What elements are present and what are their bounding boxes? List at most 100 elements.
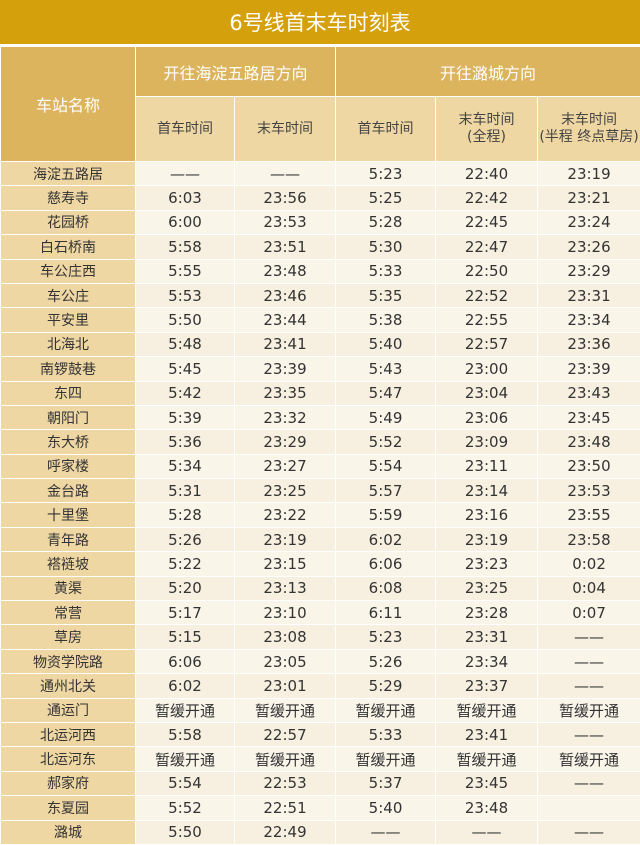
time-cell: 23:34 bbox=[538, 308, 640, 332]
time-cell: 23:39 bbox=[235, 357, 336, 381]
time-cell: 暂缓开通 bbox=[336, 698, 436, 722]
time-cell: 5:40 bbox=[336, 332, 436, 356]
station-name: 常营 bbox=[1, 601, 136, 625]
time-cell: 5:30 bbox=[336, 235, 436, 259]
time-cell: 5:25 bbox=[336, 186, 436, 210]
time-cell: 23:13 bbox=[235, 576, 336, 600]
time-cell: 23:45 bbox=[436, 771, 538, 795]
group-header-west: 开往海淀五路居方向 bbox=[136, 47, 336, 97]
time-cell: —— bbox=[538, 820, 640, 844]
time-cell: 22:57 bbox=[436, 332, 538, 356]
time-cell: 23:39 bbox=[538, 357, 640, 381]
station-name: 东四 bbox=[1, 381, 136, 405]
time-cell: —— bbox=[538, 771, 640, 795]
time-cell: 5:23 bbox=[336, 625, 436, 649]
group-header-east: 开往潞城方向 bbox=[336, 47, 640, 97]
time-cell: 5:42 bbox=[136, 381, 235, 405]
time-cell: 暂缓开通 bbox=[136, 747, 235, 771]
time-cell: 23:32 bbox=[235, 405, 336, 429]
time-cell: 5:33 bbox=[336, 259, 436, 283]
time-cell: 23:19 bbox=[538, 162, 640, 186]
time-cell: —— bbox=[538, 649, 640, 673]
station-name: 褡裢坡 bbox=[1, 552, 136, 576]
time-cell: 23:08 bbox=[235, 625, 336, 649]
time-cell: 23:56 bbox=[235, 186, 336, 210]
time-cell: 23:48 bbox=[436, 796, 538, 820]
time-cell: 5:23 bbox=[336, 162, 436, 186]
station-name: 潞城 bbox=[1, 820, 136, 844]
time-cell: 5:28 bbox=[136, 503, 235, 527]
time-cell: 23:36 bbox=[538, 332, 640, 356]
time-cell: 23:24 bbox=[538, 210, 640, 234]
time-cell: 23:25 bbox=[436, 576, 538, 600]
time-cell: 5:55 bbox=[136, 259, 235, 283]
time-cell: 23:31 bbox=[538, 283, 640, 307]
time-cell: —— bbox=[235, 162, 336, 186]
time-cell: 22:40 bbox=[436, 162, 538, 186]
time-cell: 暂缓开通 bbox=[436, 747, 538, 771]
time-cell: 5:58 bbox=[136, 235, 235, 259]
time-cell: 5:39 bbox=[136, 405, 235, 429]
time-cell: 0:07 bbox=[538, 601, 640, 625]
time-cell: 5:52 bbox=[336, 430, 436, 454]
station-name: 南锣鼓巷 bbox=[1, 357, 136, 381]
time-cell: 23:29 bbox=[235, 430, 336, 454]
time-cell: 23:29 bbox=[538, 259, 640, 283]
time-cell: —— bbox=[538, 722, 640, 746]
time-cell: 5:22 bbox=[136, 552, 235, 576]
time-cell: 暂缓开通 bbox=[235, 747, 336, 771]
time-cell: 6:06 bbox=[136, 649, 235, 673]
station-name: 北运河东 bbox=[1, 747, 136, 771]
time-cell: 5:15 bbox=[136, 625, 235, 649]
station-name: 朝阳门 bbox=[1, 405, 136, 429]
station-name: 平安里 bbox=[1, 308, 136, 332]
time-cell: 22:50 bbox=[436, 259, 538, 283]
time-cell: 5:31 bbox=[136, 479, 235, 503]
time-cell: 23:23 bbox=[436, 552, 538, 576]
time-cell: 22:57 bbox=[235, 722, 336, 746]
time-cell: 23:09 bbox=[436, 430, 538, 454]
time-cell bbox=[538, 796, 640, 820]
time-cell: 23:45 bbox=[538, 405, 640, 429]
time-cell: 5:26 bbox=[136, 527, 235, 551]
time-cell: 23:11 bbox=[436, 454, 538, 478]
time-cell: 23:26 bbox=[538, 235, 640, 259]
station-name: 海淀五路居 bbox=[1, 162, 136, 186]
time-cell: 暂缓开通 bbox=[538, 698, 640, 722]
station-name: 呼家楼 bbox=[1, 454, 136, 478]
time-cell: 22:42 bbox=[436, 186, 538, 210]
time-cell: 23:14 bbox=[436, 479, 538, 503]
time-cell: 5:38 bbox=[336, 308, 436, 332]
station-name: 东大桥 bbox=[1, 430, 136, 454]
time-cell: 5:47 bbox=[336, 381, 436, 405]
time-cell: 23:37 bbox=[436, 674, 538, 698]
time-cell: 23:16 bbox=[436, 503, 538, 527]
time-cell: 23:35 bbox=[235, 381, 336, 405]
time-cell: 5:58 bbox=[136, 722, 235, 746]
station-name: 东夏园 bbox=[1, 796, 136, 820]
time-cell: 6:06 bbox=[336, 552, 436, 576]
time-cell: 22:51 bbox=[235, 796, 336, 820]
time-cell: 23:58 bbox=[538, 527, 640, 551]
time-cell: 23:25 bbox=[235, 479, 336, 503]
time-cell: 5:50 bbox=[136, 820, 235, 844]
time-cell: 23:06 bbox=[436, 405, 538, 429]
time-cell: 23:46 bbox=[235, 283, 336, 307]
table-row: 通运门暂缓开通暂缓开通暂缓开通暂缓开通暂缓开通 bbox=[1, 698, 640, 722]
time-cell: 23:34 bbox=[436, 649, 538, 673]
column-header: 末车时间 (全程) bbox=[436, 97, 538, 162]
time-cell: 23:21 bbox=[538, 186, 640, 210]
time-cell: 5:17 bbox=[136, 601, 235, 625]
station-name: 车公庄西 bbox=[1, 259, 136, 283]
time-cell: 5:52 bbox=[136, 796, 235, 820]
time-cell: 5:34 bbox=[136, 454, 235, 478]
station-header: 车站名称 bbox=[1, 47, 136, 162]
